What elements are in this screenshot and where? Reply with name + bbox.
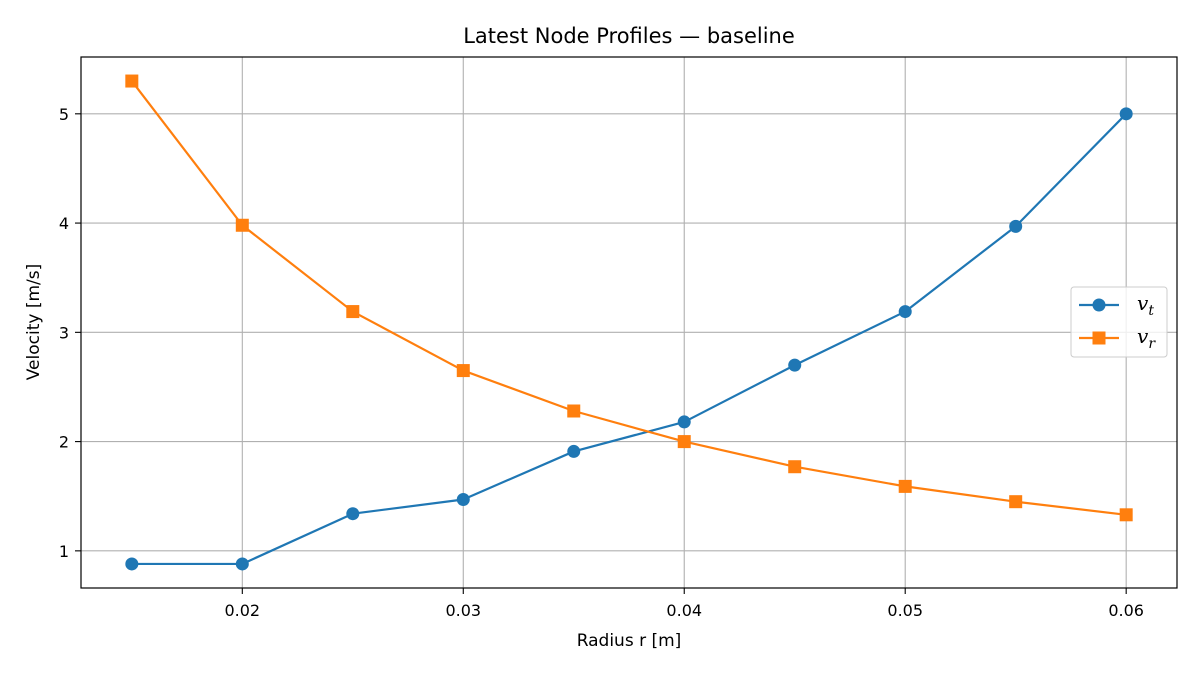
- plot-frame: [80, 56, 1178, 589]
- y-tick-label: 1: [59, 542, 69, 561]
- data-point-v_r: [1119, 508, 1133, 522]
- data-point-v_t: [788, 358, 802, 372]
- data-point-v_r: [898, 479, 912, 493]
- grid-lines: [81, 57, 1177, 588]
- series-line-v_t: [131, 113, 1127, 566]
- data-point-v_t: [677, 415, 691, 429]
- legend-marker: [1092, 331, 1106, 345]
- data-point-v_r: [1009, 495, 1023, 509]
- data-point-v_r: [677, 435, 691, 449]
- legend-marker: [1092, 298, 1106, 312]
- series-v_t: [125, 107, 1133, 571]
- data-point-v_t: [346, 507, 360, 521]
- data-point-v_t: [1119, 107, 1133, 121]
- chart-title: Latest Node Profiles — baseline: [463, 24, 795, 48]
- series-line-v_r: [130, 80, 1127, 516]
- x-tick-label: 0.04: [666, 601, 702, 620]
- y-tick-label: 2: [59, 433, 69, 452]
- x-tick-label: 0.02: [224, 601, 260, 620]
- x-tick-label: 0.06: [1108, 601, 1144, 620]
- data-point-v_t: [125, 557, 139, 571]
- data-point-v_t: [567, 444, 581, 458]
- x-axis-label: Radius r [m]: [577, 631, 682, 651]
- series-layer: [125, 74, 1133, 571]
- y-tick-label: 4: [59, 214, 69, 233]
- y-axis-label: Velocity [m/s]: [24, 264, 44, 381]
- data-point-v_r: [125, 74, 139, 88]
- data-point-v_r: [235, 218, 249, 232]
- data-point-v_r: [567, 404, 581, 418]
- data-point-v_r: [346, 305, 360, 319]
- y-tick-label: 5: [59, 105, 69, 124]
- data-point-v_r: [456, 364, 470, 378]
- series-v_r: [125, 74, 1133, 522]
- x-tick-label: 0.05: [887, 601, 923, 620]
- data-point-v_t: [456, 493, 470, 506]
- data-point-v_t: [1009, 219, 1023, 233]
- x-tick-label: 0.03: [445, 601, 481, 620]
- data-point-v_t: [235, 557, 249, 571]
- data-point-v_t: [898, 305, 912, 319]
- data-point-v_r: [788, 460, 802, 474]
- y-tick-label: 3: [59, 323, 69, 342]
- axis-ticks: 0.02 0.03 0.04 0.05 0.06 1 2 3 4 5: [59, 105, 1144, 620]
